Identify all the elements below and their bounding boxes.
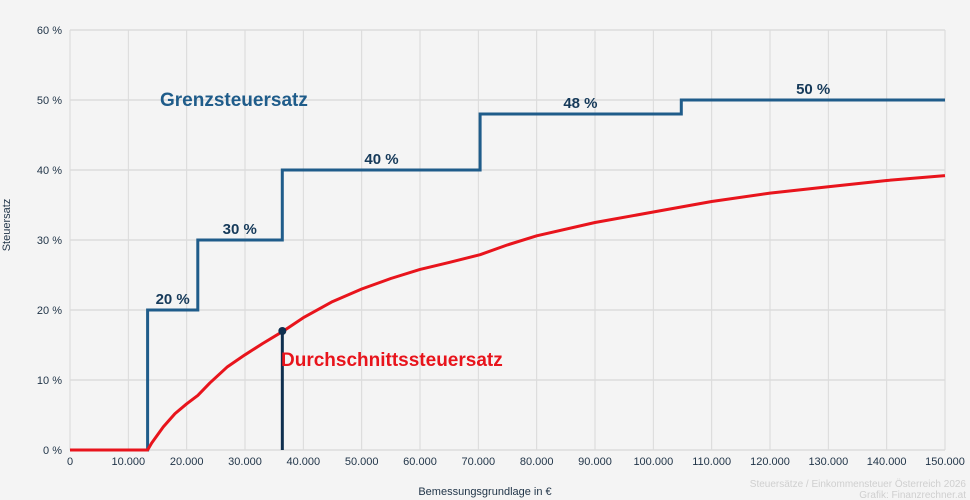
average-rate-series bbox=[70, 174, 946, 452]
x-tick-label: 140.000 bbox=[867, 456, 907, 468]
y-tick-label: 50 % bbox=[37, 95, 62, 107]
x-tick-label: 10.000 bbox=[112, 456, 146, 468]
y-tick-label: 0 % bbox=[43, 445, 62, 457]
step-rate-label: 20 % bbox=[156, 291, 190, 308]
x-tick-label: 100.000 bbox=[633, 456, 673, 468]
y-tick-label: 10 % bbox=[37, 375, 62, 387]
x-tick-label: 20.000 bbox=[170, 456, 204, 468]
step-rate-label: 48 % bbox=[563, 95, 597, 112]
y-axis-ticks: 0 % 10 % 20 % 30 % 40 % 50 % 60 % bbox=[37, 25, 62, 457]
x-tick-label: 60.000 bbox=[403, 456, 437, 468]
x-tick-label: 130.000 bbox=[808, 456, 848, 468]
marginal-rate-label: Grenzsteuersatz bbox=[160, 90, 308, 111]
average-rate-label: Durchschnittssteuersatz bbox=[281, 350, 503, 371]
credit-line-1: Steuersätze / Einkommensteuer Österreich… bbox=[750, 478, 967, 490]
step-rate-label: 30 % bbox=[223, 221, 257, 238]
marker-dot bbox=[278, 327, 287, 335]
step-labels: 20 % 30 % 40 % 48 % 50 % bbox=[156, 81, 831, 308]
step-rate-label: 40 % bbox=[364, 151, 398, 168]
credit-line-2: Grafik: Finanzrechner.at bbox=[859, 490, 966, 500]
y-tick-label: 60 % bbox=[37, 25, 62, 37]
x-axis-label: Bemessungsgrundlage in € bbox=[418, 486, 551, 498]
y-tick-label: 20 % bbox=[37, 305, 62, 317]
x-axis-ticks: 0 10.000 20.000 30.000 40.000 50.000 60.000 70.… bbox=[67, 456, 965, 468]
x-tick-label: 90.000 bbox=[578, 456, 612, 468]
x-tick-label: 50.000 bbox=[345, 456, 379, 468]
x-tick-label: 40.000 bbox=[287, 456, 321, 468]
x-tick-label: 150.000 bbox=[925, 456, 965, 468]
x-tick-label: 30.000 bbox=[228, 456, 262, 468]
x-tick-label: 70.000 bbox=[462, 456, 496, 468]
marginal-rate-series bbox=[70, 98, 945, 452]
x-tick-label: 80.000 bbox=[520, 456, 554, 468]
x-tick-label: 0 bbox=[67, 456, 73, 468]
y-tick-label: 40 % bbox=[37, 165, 62, 177]
x-tick-label: 120.000 bbox=[750, 456, 790, 468]
y-tick-label: 30 % bbox=[37, 235, 62, 247]
y-axis-label: Steuersatz bbox=[1, 199, 13, 252]
step-rate-label: 50 % bbox=[796, 81, 830, 98]
x-tick-label: 110.000 bbox=[692, 456, 731, 468]
